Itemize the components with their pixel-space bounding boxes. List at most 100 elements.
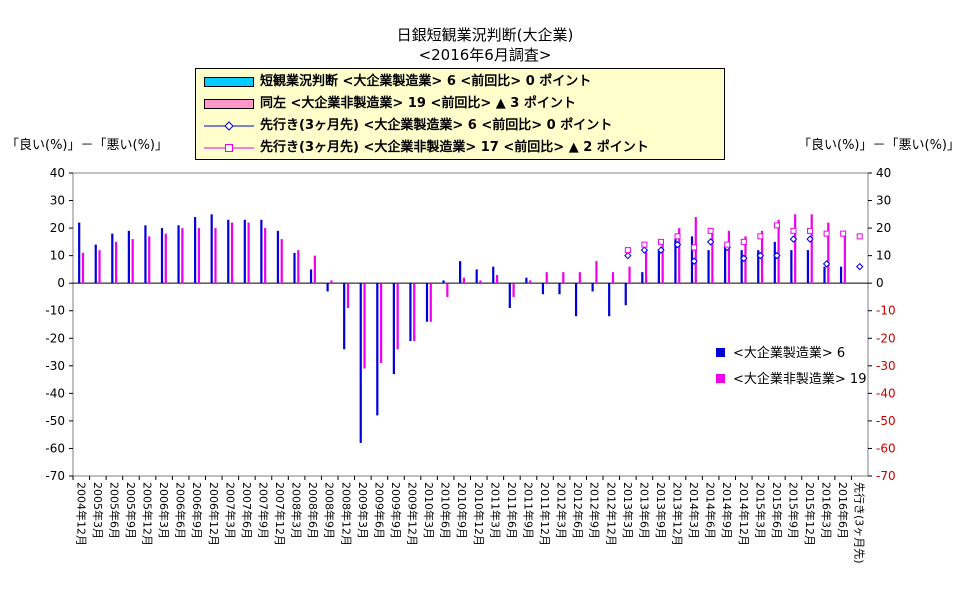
x-tick-label: 2004年12月 [74, 482, 88, 546]
bar-manufacturing [508, 283, 511, 308]
bar-manufacturing [459, 261, 462, 284]
bar-nonmanufacturing [628, 266, 631, 284]
x-tick-label: 2011年6月 [505, 482, 519, 539]
x-tick-label: 2009年12月 [406, 482, 420, 546]
x-tick-label: 2013年9月 [654, 482, 668, 539]
x-tick-label: 2006年6月 [174, 482, 188, 539]
left-tick-label: 40 [50, 166, 65, 180]
x-tick-label: 2008年6月 [306, 482, 320, 539]
right-tick-label: 0 [876, 276, 884, 290]
right-tick-label: 40 [876, 166, 891, 180]
x-tick-label: 2010年9月 [455, 482, 469, 539]
bar-manufacturing [806, 250, 810, 284]
x-tick-label: 2008年12月 [339, 482, 353, 546]
bar-manufacturing [839, 266, 843, 284]
x-tick-label: 2011年9月 [521, 482, 535, 539]
bar-nonmanufacturing [611, 272, 615, 284]
x-tick-label: 2007年6月 [240, 482, 254, 539]
side-legend-swatch-magenta [716, 374, 725, 383]
x-tick-label: 2007年12月 [273, 482, 287, 546]
bar-nonmanufacturing [330, 280, 333, 284]
legend-label: 短観業況判断 <大企業製造業> 6 <前回比> 0 ポイント [260, 74, 592, 89]
bar-manufacturing [376, 283, 379, 416]
left-tick-label: 0 [57, 276, 65, 290]
bar-nonmanufacturing [794, 214, 797, 284]
outlook-point-nonmanufacturing [657, 238, 664, 245]
bar-nonmanufacturing [313, 255, 316, 284]
bar-manufacturing [425, 283, 429, 322]
outlook-point-nonmanufacturing [740, 238, 747, 245]
bar-nonmanufacturing [479, 280, 482, 284]
bar-manufacturing [111, 233, 114, 284]
right-tick-label: -50 [876, 414, 896, 428]
bar-nonmanufacturing [297, 250, 300, 284]
outlook-point-nonmanufacturing [807, 227, 814, 234]
x-tick-label: 2013年12月 [671, 482, 685, 546]
legend-symbol-pink-bar [204, 98, 254, 110]
left-tick-label: -40 [45, 386, 65, 400]
bar-manufacturing [78, 222, 81, 284]
outlook-point-nonmanufacturing [790, 227, 797, 234]
outlook-point-nonmanufacturing [624, 247, 631, 254]
bar-manufacturing [442, 280, 445, 284]
outlook-point-nonmanufacturing [823, 230, 830, 237]
bar-manufacturing [740, 250, 743, 284]
left-tick-label: -50 [45, 414, 65, 428]
outlook-point-manufacturing [690, 257, 698, 265]
bar-nonmanufacturing [181, 228, 184, 284]
bar-manufacturing [127, 230, 130, 284]
bar-nonmanufacturing [396, 283, 399, 350]
bar-manufacturing [94, 244, 97, 284]
bar-nonmanufacturing [545, 272, 548, 284]
bar-nonmanufacturing [843, 230, 846, 284]
bar-manufacturing [343, 283, 346, 350]
bar-nonmanufacturing [81, 252, 85, 284]
bar-nonmanufacturing [230, 222, 234, 284]
x-tick-label: 2007年9月 [256, 482, 270, 539]
bar-nonmanufacturing [363, 283, 366, 369]
bar-nonmanufacturing [578, 272, 581, 284]
left-tick-label: -70 [45, 469, 65, 483]
side-legend-label: <大企業非製造業> 19 [733, 372, 867, 387]
right-tick-label: -40 [876, 386, 896, 400]
bar-nonmanufacturing [346, 283, 350, 308]
bar-manufacturing [392, 283, 395, 375]
x-tick-label: 2015年3月 [753, 482, 767, 539]
bar-manufacturing [144, 225, 147, 284]
left-tick-label: -20 [45, 331, 65, 345]
bar-manufacturing [674, 239, 677, 284]
bar-nonmanufacturing [148, 236, 151, 284]
x-tick-label: 2014年3月 [687, 482, 701, 539]
left-tick-label: 20 [50, 221, 65, 235]
x-tick-label: 2014年12月 [737, 482, 751, 546]
bar-manufacturing [227, 219, 230, 284]
bar-nonmanufacturing [247, 222, 250, 284]
bar-nonmanufacturing [645, 250, 648, 284]
x-tick-label: 2010年3月 [422, 482, 436, 539]
bar-manufacturing [624, 283, 627, 306]
x-tick-label: 2009年9月 [389, 482, 403, 539]
legend-item-mfg-bar: 短観業況判断 <大企業製造業> 6 <前回比> 0 ポイント [196, 73, 724, 91]
bar-manufacturing [177, 225, 180, 284]
bar-manufacturing [574, 283, 578, 317]
bar-nonmanufacturing [380, 283, 383, 364]
bar-manufacturing [326, 283, 329, 292]
bar-manufacturing [194, 217, 197, 284]
outlook-point-manufacturing [773, 251, 781, 260]
bar-nonmanufacturing [595, 261, 598, 284]
right-tick-label: -20 [876, 331, 896, 345]
bar-nonmanufacturing [115, 241, 118, 284]
legend-symbol-blue-diamond [204, 121, 254, 131]
outlook-point-manufacturing [673, 240, 682, 249]
bar-nonmanufacturing [777, 219, 780, 284]
x-tick-label: 2011年12月 [538, 482, 552, 546]
bar-manufacturing [558, 283, 561, 295]
bar-nonmanufacturing [512, 283, 515, 297]
x-tick-label: 2015年9月 [786, 482, 800, 539]
x-tick-label: 2016年3月 [820, 482, 834, 539]
bar-manufacturing [210, 214, 213, 284]
bar-nonmanufacturing [678, 228, 681, 284]
bar-manufacturing [823, 266, 826, 284]
x-tick-label: 2010年6月 [439, 482, 453, 539]
